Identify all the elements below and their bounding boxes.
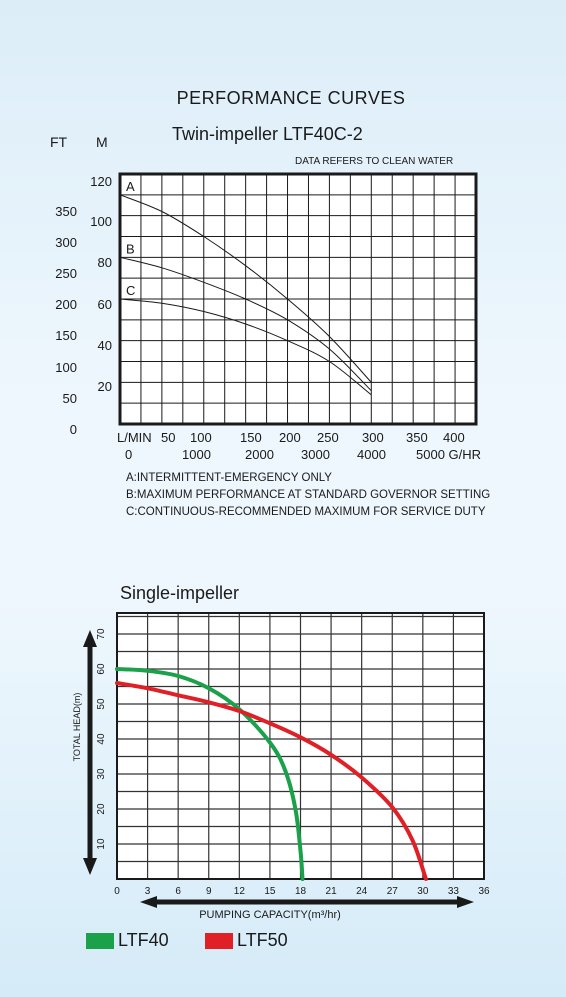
single-x-tick: 27 bbox=[387, 886, 399, 897]
twin-y-tick-m: 80 bbox=[98, 255, 112, 270]
twin-x-tick-ghr: 3000 bbox=[301, 447, 330, 462]
twin-x-tick-lmin: 50 bbox=[161, 430, 175, 445]
single-y-tick: 10 bbox=[96, 838, 107, 850]
twin-y-tick-ft: 100 bbox=[55, 360, 77, 375]
twin-x-tick-lmin: 300 bbox=[362, 430, 384, 445]
y-axis-arrow-down-head bbox=[83, 858, 97, 875]
twin-x-tick-ghr: 5000 G/HR bbox=[416, 447, 481, 462]
twin-x-tick-ghr: 0 bbox=[125, 447, 132, 462]
twin-x-tick-lmin: 400 bbox=[443, 430, 465, 445]
y-axis-arrow-up-head bbox=[83, 630, 97, 647]
twin-x-tick-ghr: 4000 bbox=[357, 447, 386, 462]
note-c: C:CONTINUOUS-RECOMMENDED MAXIMUM FOR SER… bbox=[126, 506, 486, 518]
legend-ltf50: LTF50 bbox=[205, 930, 288, 951]
twin-y-tick-ft: 300 bbox=[55, 235, 77, 250]
twin-curve-c bbox=[119, 298, 372, 396]
x-axis-arrow-left-head bbox=[140, 896, 157, 908]
single-chart-title: Single-impeller bbox=[120, 583, 240, 603]
single-x-tick: 3 bbox=[145, 886, 151, 897]
single-y-tick: 50 bbox=[96, 698, 107, 710]
x-axis-arrow-right-head bbox=[457, 896, 474, 908]
twin-y-tick-ft: 150 bbox=[55, 328, 77, 343]
note-a: A:INTERMITTENT-EMERGENCY ONLY bbox=[126, 472, 332, 484]
twin-x-tick-ghr: 1000 bbox=[182, 447, 211, 462]
twin-x-tick-ghr: 2000 bbox=[245, 447, 274, 462]
single-y-axis-label: TOTAL HEAD(m) bbox=[72, 693, 82, 762]
legend-label-ltf40: LTF40 bbox=[118, 930, 169, 950]
twin-curve-label-b: B bbox=[126, 241, 135, 256]
single-y-tick: 40 bbox=[96, 733, 107, 745]
single-x-tick: 15 bbox=[264, 886, 276, 897]
twin-y-tick-ft: 350 bbox=[55, 204, 77, 219]
twin-y-tick-m: 40 bbox=[98, 338, 112, 353]
twin-y-tick-ft: 50 bbox=[63, 391, 77, 406]
single-x-tick: 30 bbox=[417, 886, 429, 897]
single-curve-ltf50 bbox=[115, 681, 428, 881]
single-x-tick: 9 bbox=[206, 886, 212, 897]
twin-curve-b bbox=[119, 256, 372, 392]
twin-curve-label-c: C bbox=[126, 283, 135, 298]
twin-y-tick-m: 20 bbox=[98, 379, 112, 394]
legend-label-ltf50: LTF50 bbox=[237, 930, 288, 950]
twin-y-tick-ft: 250 bbox=[55, 266, 77, 281]
single-x-tick: 12 bbox=[234, 886, 246, 897]
page-title: PERFORMANCE CURVES bbox=[176, 88, 406, 108]
twin-x-tick-lmin: L/MIN bbox=[117, 430, 152, 445]
twin-x-tick-lmin: 200 bbox=[279, 430, 301, 445]
single-x-tick: 33 bbox=[448, 886, 460, 897]
legend-swatch-ltf40 bbox=[86, 932, 114, 949]
twin-y-tick-ft: 200 bbox=[55, 297, 77, 312]
legend-swatch-ltf50 bbox=[205, 932, 233, 949]
single-x-tick: 24 bbox=[356, 886, 368, 897]
twin-y-tick-m: 60 bbox=[98, 297, 112, 312]
single-x-tick: 21 bbox=[326, 886, 338, 897]
single-y-tick: 60 bbox=[96, 663, 107, 675]
single-y-tick: 70 bbox=[96, 628, 107, 640]
twin-x-tick-lmin: 150 bbox=[240, 430, 262, 445]
single-x-tick: 18 bbox=[295, 886, 307, 897]
clean-water-note: DATA REFERS TO CLEAN WATER bbox=[295, 156, 454, 167]
single-x-tick: 6 bbox=[175, 886, 181, 897]
twin-y-tick-ft: 0 bbox=[70, 422, 77, 437]
twin-curve-a bbox=[119, 194, 372, 383]
single-curve-ltf40 bbox=[115, 667, 305, 881]
twin-y-tick-m: 120 bbox=[90, 174, 112, 189]
twin-y-tick-m: 100 bbox=[90, 214, 112, 229]
note-b: B:MAXIMUM PERFORMANCE AT STANDARD GOVERN… bbox=[126, 489, 491, 501]
twin-x-tick-lmin: 100 bbox=[190, 430, 212, 445]
single-y-tick: 20 bbox=[96, 803, 107, 815]
single-x-axis-label: PUMPING CAPACITY(m³/hr) bbox=[199, 909, 341, 921]
single-x-tick: 36 bbox=[478, 886, 490, 897]
unit-ft-label: FT bbox=[50, 134, 68, 150]
twin-chart-title: Twin-impeller LTF40C-2 bbox=[172, 124, 363, 144]
single-x-tick: 0 bbox=[114, 886, 120, 897]
twin-x-tick-lmin: 350 bbox=[406, 430, 428, 445]
unit-m-label: M bbox=[96, 134, 108, 150]
single-y-tick: 30 bbox=[96, 768, 107, 780]
twin-curve-label-a: A bbox=[126, 179, 135, 194]
twin-x-tick-lmin: 250 bbox=[317, 430, 339, 445]
legend-ltf40: LTF40 bbox=[86, 930, 169, 951]
